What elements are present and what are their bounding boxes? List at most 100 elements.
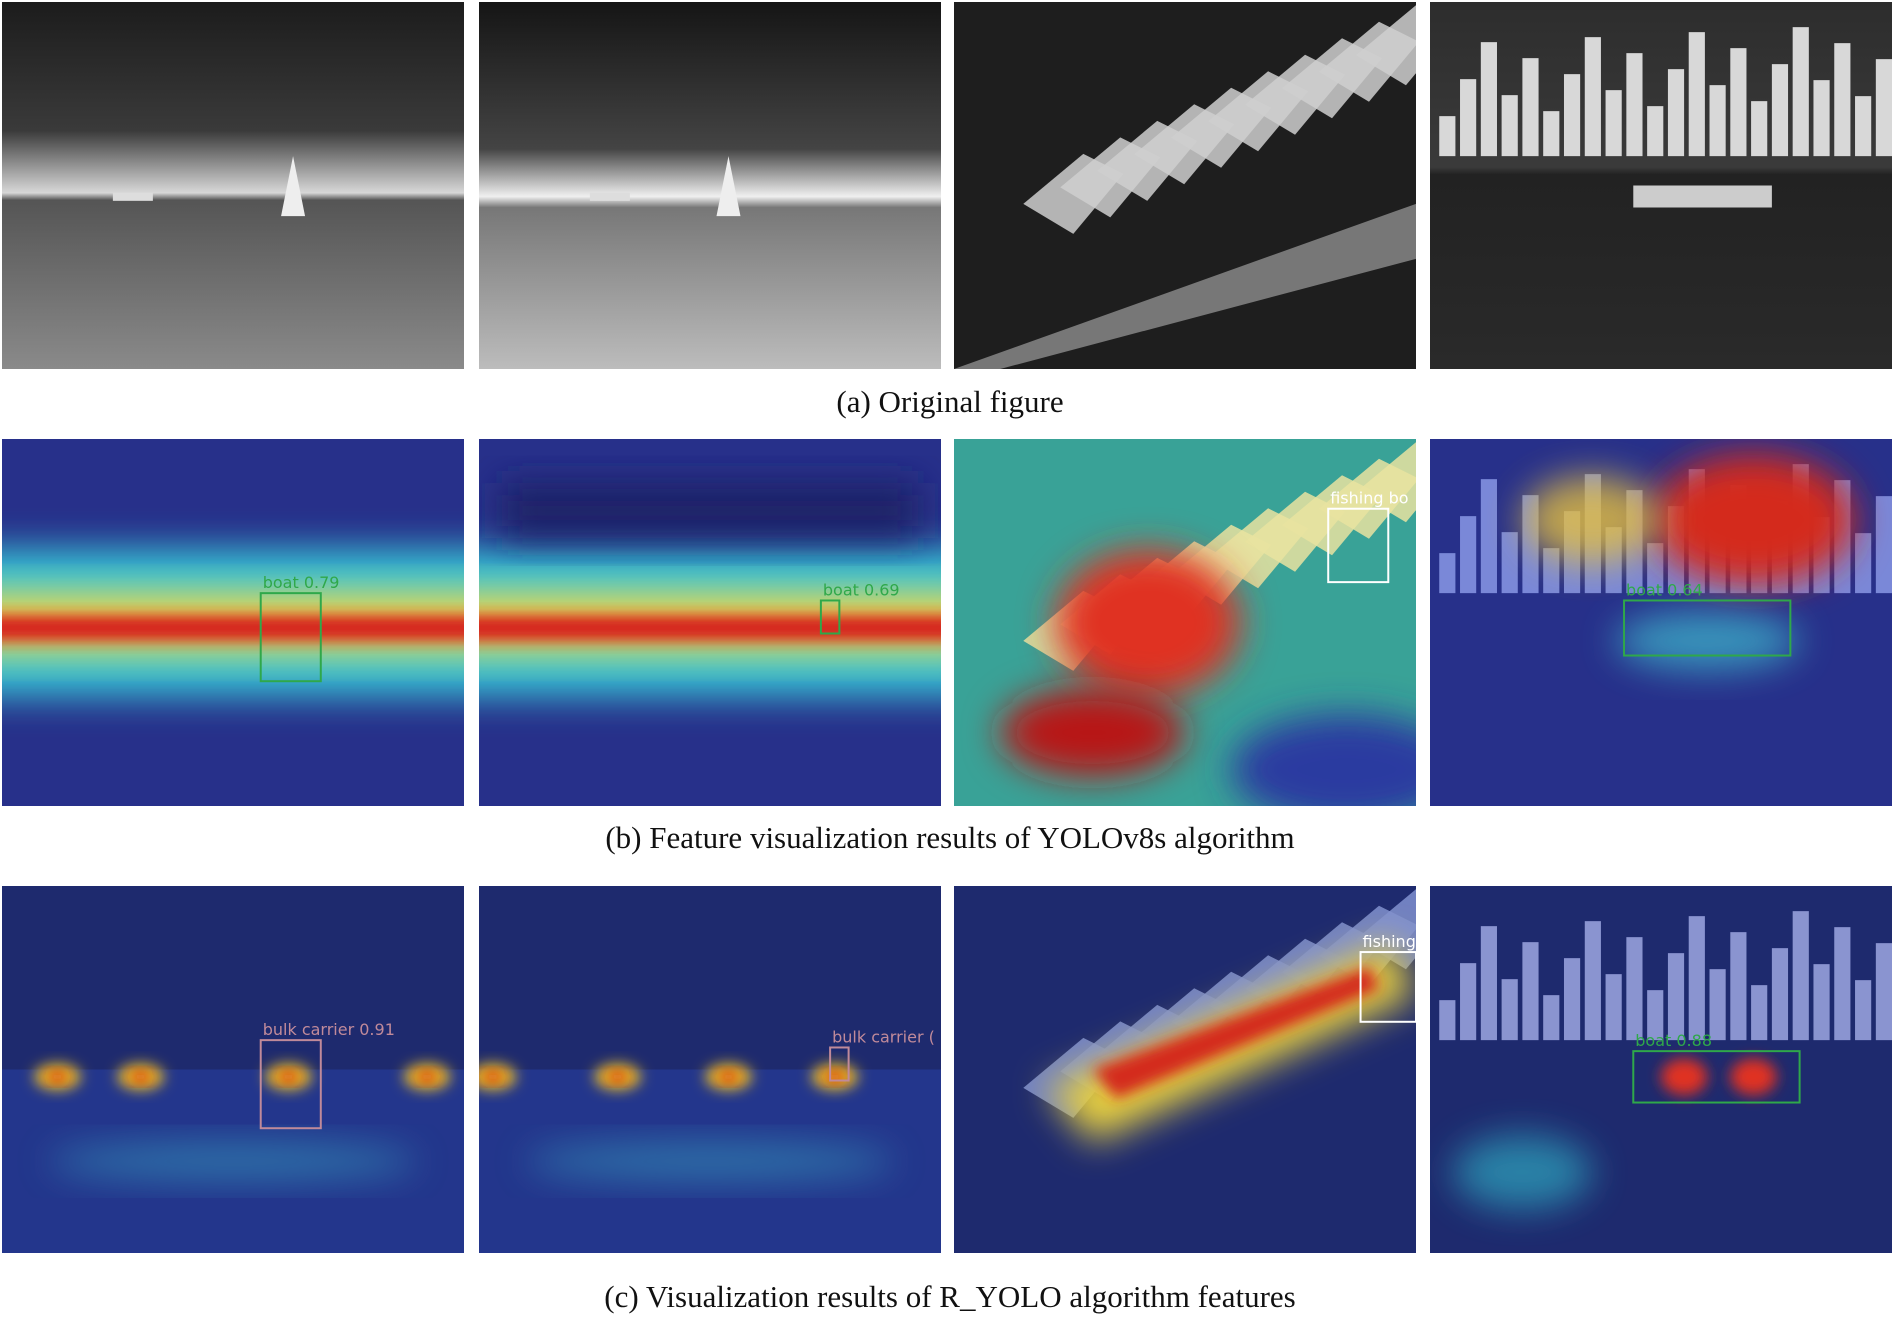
building (1667, 69, 1685, 157)
building (1730, 48, 1747, 157)
heat-spot (1661, 1058, 1708, 1096)
building (1563, 958, 1581, 1041)
building (1771, 948, 1789, 1041)
building (1626, 53, 1643, 157)
heat-band (502, 483, 918, 539)
heat-spot (719, 1071, 738, 1083)
heat-spot (1614, 611, 1800, 671)
building (1460, 516, 1477, 594)
building (1771, 64, 1789, 157)
detection-box (259, 1039, 322, 1130)
detection-label: boat 0.79 (263, 573, 340, 592)
heat-spot (1453, 1135, 1592, 1209)
building (1522, 942, 1539, 1041)
detection-box (1632, 1050, 1801, 1104)
detection-label: fishing (1363, 932, 1416, 951)
image-panel (1430, 2, 1892, 369)
building (1709, 85, 1726, 157)
building (1875, 943, 1892, 1041)
heat-spot (1522, 475, 1661, 564)
building (1647, 990, 1664, 1041)
building (1855, 533, 1872, 594)
heat-spot (483, 1071, 503, 1083)
image-panel: fishing bo (954, 439, 1416, 806)
building (1501, 95, 1518, 157)
heat-spot (131, 1071, 150, 1083)
building (1584, 921, 1601, 1041)
boat (1355, 5, 1416, 86)
image-panel: bulk carrier 0.91 (2, 886, 464, 1253)
building (1626, 937, 1643, 1041)
boat (112, 192, 153, 201)
building (1751, 985, 1768, 1041)
heat-spot (1651, 453, 1856, 586)
heat-spot (48, 1071, 67, 1083)
image-panel (954, 2, 1416, 369)
building (1501, 532, 1518, 594)
building (1647, 106, 1664, 157)
building (1543, 548, 1560, 594)
building (1813, 964, 1830, 1041)
image-panel: fishing (954, 886, 1416, 1253)
building (1460, 79, 1477, 157)
heat-spot (48, 1142, 418, 1180)
detection-box (829, 1046, 850, 1082)
building (1543, 111, 1560, 157)
image-panel: boat 0.64 (1430, 439, 1892, 806)
heat-band (2, 615, 464, 641)
image-panel: bulk carrier ( (479, 886, 941, 1253)
heat-spot (417, 1071, 437, 1083)
building (1439, 553, 1456, 594)
shore (954, 203, 1416, 369)
building (1439, 1000, 1456, 1041)
building (1751, 101, 1768, 157)
detection-label: bulk carrier 0.91 (263, 1020, 395, 1039)
caption: (a) Original figure (836, 384, 1063, 419)
scene (479, 2, 941, 369)
detection-label: boat 0.88 (1635, 1031, 1712, 1050)
building (1439, 116, 1456, 157)
detection-box (1359, 951, 1416, 1023)
detection-box (259, 592, 322, 683)
building (1584, 37, 1601, 157)
heat-spot (1730, 1058, 1777, 1096)
building (1501, 979, 1518, 1041)
caption: (c) Visualization results of R_YOLO algo… (604, 1279, 1295, 1314)
building (1730, 932, 1747, 1041)
building (1667, 953, 1685, 1041)
heat-spot (1055, 549, 1241, 696)
building (1480, 926, 1497, 1041)
building (1792, 911, 1809, 1041)
building (1543, 995, 1560, 1041)
building (1460, 963, 1477, 1041)
image-panel: boat 0.88 (1430, 886, 1892, 1253)
boat (1355, 442, 1416, 523)
sail (281, 156, 306, 217)
building (1647, 543, 1664, 594)
building (1563, 74, 1581, 157)
heat-band (479, 615, 941, 641)
scene (2, 2, 464, 369)
building (1855, 980, 1872, 1041)
image-panel: boat 0.69 (479, 439, 941, 806)
caption: (b) Feature visualization results of YOL… (605, 820, 1294, 855)
heat-spot (525, 1142, 895, 1180)
heat-band (1092, 966, 1380, 1099)
heat-spot (608, 1071, 627, 1083)
building (1480, 479, 1497, 594)
building (1480, 42, 1497, 157)
building (1709, 969, 1726, 1041)
building (1605, 90, 1622, 157)
detection-label: boat 0.69 (823, 580, 900, 599)
building (1688, 32, 1705, 157)
detection-label: boat 0.64 (1626, 580, 1703, 599)
image-panel: boat 0.79 (2, 439, 464, 806)
building (1834, 43, 1851, 157)
detection-box (819, 599, 841, 635)
sail (716, 156, 741, 217)
detection-label: bulk carrier ( (832, 1027, 935, 1046)
boat (1633, 185, 1772, 208)
building (1792, 27, 1809, 157)
image-panel (2, 2, 464, 369)
heat-spot (279, 1071, 298, 1083)
